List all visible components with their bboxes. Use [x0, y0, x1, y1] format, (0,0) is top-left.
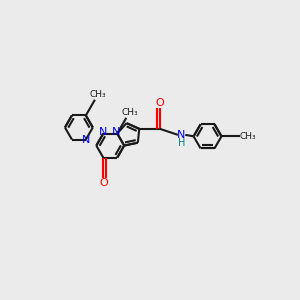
Text: H: H	[178, 138, 185, 148]
Text: CH₃: CH₃	[121, 108, 138, 117]
Text: N: N	[82, 134, 90, 145]
Text: N: N	[112, 127, 120, 137]
Text: N: N	[99, 127, 107, 137]
Text: CH₃: CH₃	[90, 90, 106, 99]
Text: O: O	[99, 178, 108, 188]
Text: N: N	[177, 130, 186, 140]
Text: O: O	[155, 98, 164, 108]
Text: CH₃: CH₃	[239, 132, 256, 141]
